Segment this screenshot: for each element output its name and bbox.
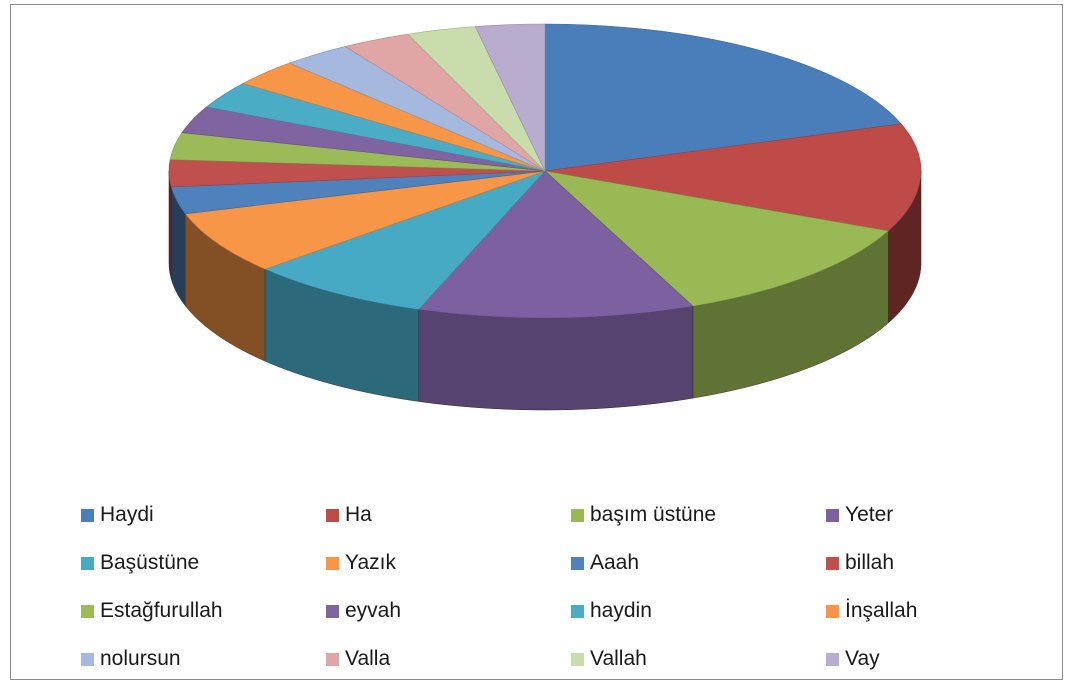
legend-item: Başüstüne bbox=[81, 539, 326, 587]
legend-label: Vallah bbox=[590, 647, 647, 670]
legend-swatch bbox=[81, 604, 94, 618]
legend-swatch bbox=[826, 508, 839, 522]
legend-swatch bbox=[826, 604, 839, 618]
pie-side-walls bbox=[168, 170, 922, 411]
pie-slice-başüstüne[interactable] bbox=[264, 170, 546, 310]
legend-label: nolursun bbox=[100, 647, 181, 670]
legend-item: nolursun bbox=[81, 635, 326, 683]
legend-label: eyvah bbox=[345, 599, 402, 622]
legend-swatch bbox=[826, 556, 839, 570]
legend-swatch bbox=[81, 556, 94, 570]
legend-swatch bbox=[81, 508, 94, 522]
legend-swatch bbox=[571, 556, 584, 570]
legend-item: Vallah bbox=[571, 635, 826, 683]
legend-item: haydin bbox=[571, 587, 826, 635]
pie-top-faces bbox=[168, 23, 922, 319]
legend-item: Yeter bbox=[826, 491, 1041, 539]
legend-label: Başüstüne bbox=[100, 551, 200, 574]
legend-swatch bbox=[326, 508, 339, 522]
legend-swatch bbox=[326, 652, 339, 666]
legend-swatch bbox=[326, 604, 339, 618]
pie-slice-yazık[interactable] bbox=[184, 170, 546, 270]
pie-slice-vay[interactable] bbox=[474, 23, 546, 172]
legend-item: başım üstüne bbox=[571, 491, 826, 539]
legend-swatch bbox=[81, 652, 94, 666]
legend-label: Valla bbox=[345, 647, 391, 670]
legend-swatch bbox=[571, 508, 584, 522]
legend-swatch bbox=[326, 556, 339, 570]
legend-item: Ha bbox=[326, 491, 571, 539]
legend-label: İnşallah bbox=[845, 599, 918, 622]
chart-frame: Haydi Ha başım üstüne Yeter Başüstüne Yazık Aa… bbox=[10, 4, 1063, 680]
legend-label: haydin bbox=[590, 599, 652, 622]
legend-label: billah bbox=[845, 551, 895, 574]
legend-swatch bbox=[571, 652, 584, 666]
legend-item: eyvah bbox=[326, 587, 571, 635]
pie-side-yeter bbox=[418, 305, 694, 411]
legend-swatch bbox=[826, 652, 839, 666]
legend-label: Yazık bbox=[345, 551, 396, 574]
pie-slice-haydi[interactable] bbox=[544, 23, 902, 172]
legend-item: Yazık bbox=[326, 539, 571, 587]
legend-item: Vay bbox=[826, 635, 1041, 683]
legend-item: Haydi bbox=[81, 491, 326, 539]
legend-item: Aaah bbox=[571, 539, 826, 587]
legend-item: Valla bbox=[326, 635, 571, 683]
legend-label: başım üstüne bbox=[590, 503, 717, 526]
legend-label: Ha bbox=[345, 503, 372, 526]
legend-swatch bbox=[571, 604, 584, 618]
pie-slice-başım-üstüne[interactable] bbox=[544, 170, 890, 307]
legend: Haydi Ha başım üstüne Yeter Başüstüne Yazık Aa… bbox=[81, 491, 1041, 683]
pie-slice-ha[interactable] bbox=[544, 123, 922, 232]
legend-label: Haydi bbox=[100, 503, 154, 526]
legend-label: Vay bbox=[845, 647, 880, 670]
legend-item: İnşallah bbox=[826, 587, 1041, 635]
legend-label: Yeter bbox=[845, 503, 894, 526]
legend-item: Estağfurullah bbox=[81, 587, 326, 635]
legend-label: Estağfurullah bbox=[100, 599, 223, 622]
legend-label: Aaah bbox=[590, 551, 640, 574]
pie-slice-yeter[interactable] bbox=[418, 170, 694, 319]
legend-item: billah bbox=[826, 539, 1041, 587]
pie-chart bbox=[168, 23, 922, 411]
pie-side-billah bbox=[168, 171, 172, 280]
